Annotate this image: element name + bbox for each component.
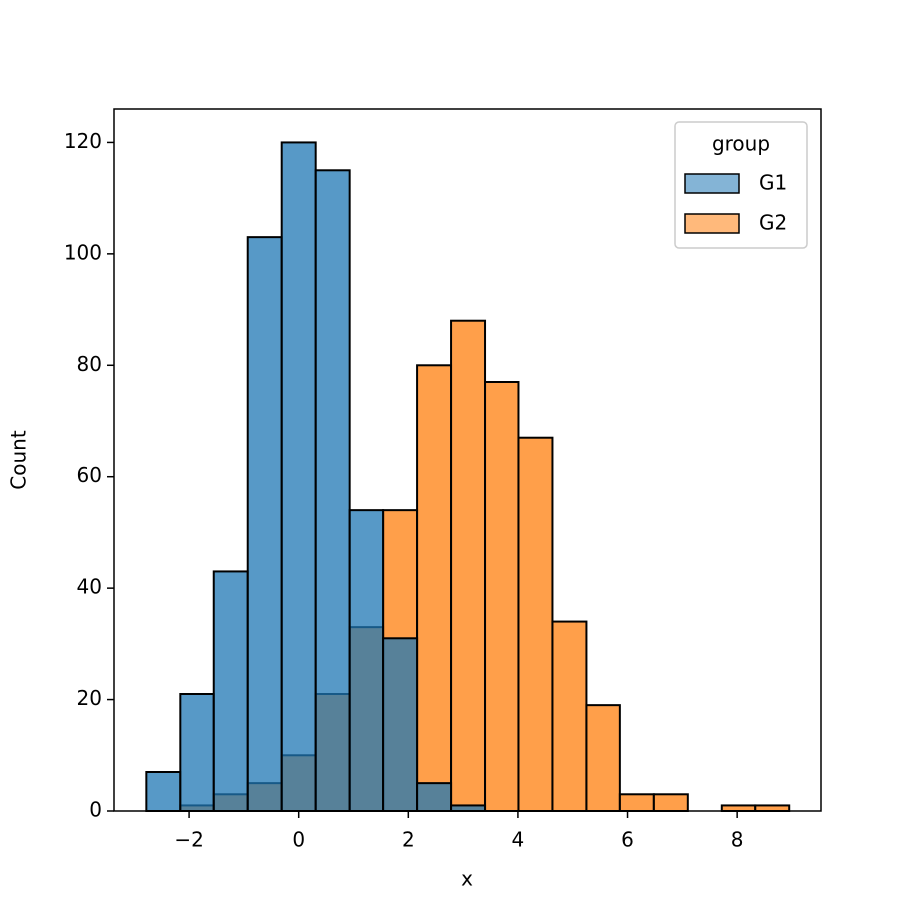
bar: [585, 704, 621, 813]
bar: [450, 804, 487, 813]
x-tick-label: 0: [292, 828, 305, 852]
bar: [754, 804, 791, 813]
bar: [517, 436, 554, 812]
bar: [416, 364, 453, 812]
legend-title: group: [712, 132, 770, 156]
bar: [551, 620, 588, 812]
y-tick-label: 40: [77, 575, 102, 599]
x-tick-label: 2: [402, 828, 415, 852]
x-tick-label: 8: [731, 828, 744, 852]
y-tick-label: 0: [89, 798, 102, 822]
bar: [382, 637, 419, 812]
bar: [145, 771, 182, 812]
bar: [416, 782, 453, 813]
bar: [450, 319, 487, 812]
y-axis-label: Count: [7, 430, 31, 490]
bar: [179, 693, 215, 812]
y-tick-label: 120: [64, 129, 102, 153]
bar: [246, 236, 283, 812]
x-tick-label: −2: [174, 828, 203, 852]
bar: [314, 169, 351, 813]
plot-frame: [113, 108, 822, 812]
y-tick-label: 20: [77, 686, 102, 710]
x-tick-label: 4: [512, 828, 525, 852]
x-tick-label: 6: [621, 828, 634, 852]
x-axis-label: x: [461, 867, 473, 891]
y-tick-label: 80: [77, 352, 102, 376]
legend-label: G1: [759, 171, 787, 195]
legend-swatch: [684, 173, 740, 194]
bar: [348, 509, 385, 812]
legend-label: G2: [759, 211, 787, 235]
legend-swatch: [684, 213, 740, 234]
bar: [618, 793, 655, 812]
bar: [280, 141, 317, 812]
y-tick-label: 60: [77, 463, 102, 487]
bar: [652, 793, 689, 812]
bar: [720, 804, 757, 813]
bar: [484, 381, 520, 812]
y-tick-label: 100: [64, 240, 102, 264]
bar: [212, 570, 249, 813]
